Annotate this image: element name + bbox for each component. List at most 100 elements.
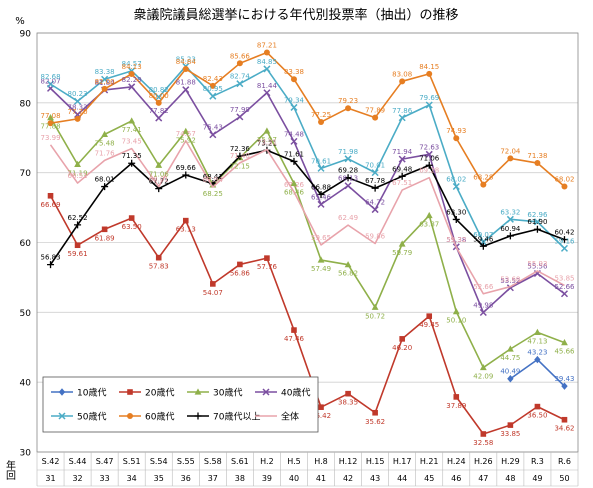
data-label: 55.93 (527, 260, 547, 268)
x-tick-label: S.44 (69, 457, 87, 466)
x-tick-label: H.15 (366, 457, 385, 466)
data-label: 64.72 (365, 199, 385, 207)
data-point (264, 255, 270, 261)
data-point (236, 60, 243, 67)
data-point (127, 389, 133, 395)
chart-title: 衆議院議員総選挙における年代別投票率（抽出）の推移 (133, 7, 458, 23)
legend-label: 50歳代 (77, 411, 106, 423)
data-point (425, 211, 433, 219)
data-label: 80.82 (149, 86, 169, 94)
y-axis: 30 40 50 60 70 80 90 (20, 30, 32, 459)
data-label: 67.78 (365, 177, 385, 185)
data-label: 77.86 (392, 107, 413, 115)
data-point (371, 169, 379, 177)
data-label: 63.30 (446, 208, 466, 216)
data-label: 77.99 (230, 106, 250, 114)
data-point (452, 182, 460, 191)
data-point (533, 225, 541, 233)
data-point (290, 179, 298, 187)
data-point (263, 127, 271, 134)
data-point (425, 150, 433, 158)
data-label: 42.09 (473, 373, 493, 381)
data-point (371, 206, 379, 214)
data-label: 79.23 (338, 97, 358, 105)
data-point (479, 308, 487, 317)
data-point (534, 160, 541, 167)
data-point (182, 127, 190, 134)
data-label: 39.43 (554, 375, 574, 383)
data-label: 59.46 (473, 235, 494, 243)
y-tick-label: 80 (20, 99, 32, 109)
data-point (344, 261, 352, 268)
data-point (398, 114, 406, 122)
data-label: 83.08 (392, 70, 412, 78)
data-label: 36.42 (311, 412, 331, 420)
data-label: 73.31 (257, 139, 277, 147)
data-label: 63.32 (500, 208, 520, 216)
legend-item: 40歳代 (255, 387, 310, 399)
data-point (47, 261, 55, 269)
data-point (194, 412, 202, 420)
data-label: 53.68 (500, 276, 520, 284)
data-point (533, 218, 541, 226)
data-point (344, 155, 352, 163)
data-label: 56.82 (338, 270, 358, 278)
data-label: 82.07 (41, 77, 61, 85)
data-label: 79.34 (284, 96, 305, 104)
data-label: 69.48 (392, 165, 412, 173)
data-label: 43.23 (527, 349, 547, 357)
data-label: 72.04 (500, 147, 521, 155)
series-line (50, 65, 566, 249)
legend-item: 10歳代 (51, 387, 106, 399)
data-label: 73.99 (41, 134, 61, 142)
data-label: 59.79 (392, 249, 412, 257)
data-label: 68.28 (473, 174, 493, 182)
data-label: 70.61 (311, 157, 331, 165)
data-label: 50.10 (446, 317, 466, 325)
x-session-label: 34 (127, 474, 137, 483)
data-label: 84.15 (419, 63, 439, 71)
data-point (452, 308, 460, 315)
data-point (155, 99, 162, 106)
data-point (47, 192, 54, 199)
data-label: 57.83 (149, 263, 169, 271)
data-point (74, 115, 81, 122)
series-line (49, 117, 565, 369)
data-point (426, 313, 433, 319)
series-70歳代以上 (47, 146, 568, 269)
data-point (236, 80, 244, 88)
data-label: 83.38 (284, 68, 304, 76)
data-label: 72.15 (230, 163, 250, 171)
data-label: 66.88 (311, 183, 331, 191)
data-label: 73.21 (257, 139, 277, 147)
data-point (507, 422, 514, 428)
data-point (46, 80, 55, 88)
x-tick-label: S.54 (150, 457, 168, 466)
data-point (452, 215, 460, 223)
series-30歳代 (47, 114, 568, 371)
data-point (128, 83, 136, 91)
data-label: 82.68 (41, 73, 61, 81)
data-point (127, 413, 133, 419)
data-label: 33.85 (500, 430, 520, 438)
data-point (182, 66, 189, 73)
legend-label: 全体 (281, 411, 299, 423)
labels-20歳代: 66.69 59.61 61.89 63.50 57.83 63.13 54.07 56.86… (41, 201, 575, 447)
data-point (372, 409, 378, 416)
data-point (47, 120, 54, 127)
x-session-label: 42 (343, 474, 353, 483)
data-point (155, 114, 163, 122)
x-tick-label: H.17 (393, 457, 412, 466)
data-point (479, 242, 487, 250)
data-point (480, 181, 487, 188)
data-point (399, 336, 405, 342)
data-point (194, 388, 202, 395)
data-label: 84.13 (122, 63, 142, 71)
data-label: 38.35 (338, 399, 358, 407)
x-session-label: 44 (397, 474, 407, 483)
data-label: 80.00 (149, 92, 169, 100)
data-point (560, 236, 568, 244)
data-point (128, 215, 135, 221)
data-label: 44.75 (500, 354, 520, 362)
